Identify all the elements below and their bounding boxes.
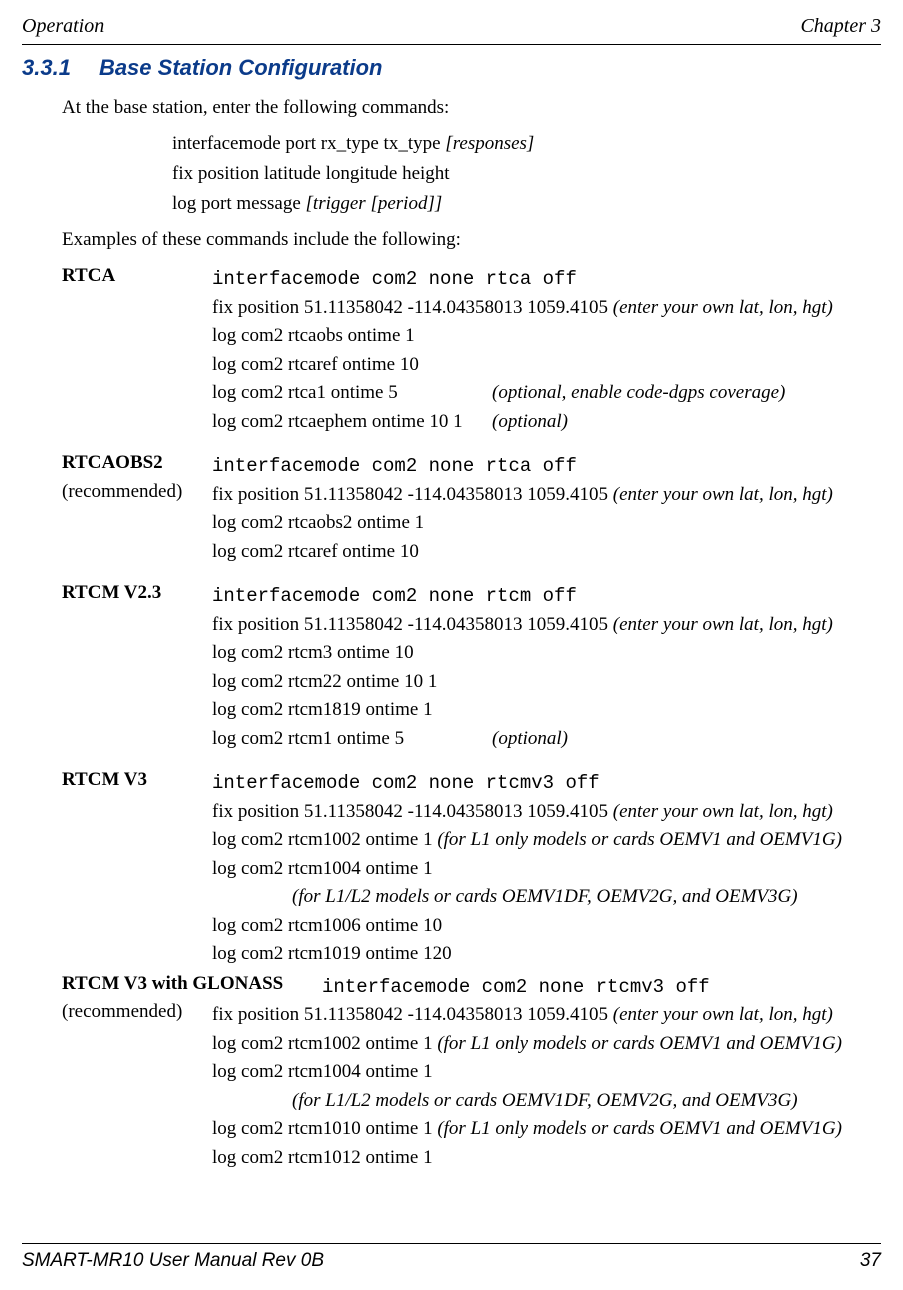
rtcm23-l3: log com2 rtcm1819 ontime 1 (212, 696, 881, 725)
syntax-line-1: interfacemode port rx_type tx_type [resp… (172, 133, 881, 155)
syntax-line-2: fix position latitude longitude height (172, 163, 881, 185)
section-name: Base Station Configuration (99, 55, 383, 80)
rtcm3g-l4: log com2 rtcm1012 ontime 1 (212, 1144, 881, 1173)
rtcm3-block: RTCM V3 interfacemode com2 none rtcmv3 o… (22, 769, 881, 969)
rtcm3-iface: interfacemode com2 none rtcmv3 off (212, 769, 881, 798)
section-number: 3.3.1 (22, 55, 71, 80)
section-title: 3.3.1 Base Station Configuration (22, 55, 881, 81)
footer-left: SMART-MR10 User Manual Rev 0B (22, 1250, 324, 1272)
page-header: Operation Chapter 3 (22, 15, 881, 45)
rtcm23-block: RTCM V2.3 interfacemode com2 none rtcm o… (22, 582, 881, 753)
rtca-iface: interfacemode com2 none rtca off (212, 265, 881, 294)
rtcm3-l2: log com2 rtcm1004 ontime 1 (212, 855, 881, 884)
rtca-l3: log com2 rtca1 ontime 5(optional, enable… (212, 379, 881, 408)
footer-page: 37 (860, 1250, 881, 1272)
rtcaobs2-label: RTCAOBS2 (62, 452, 212, 481)
rtcm3g-l2: log com2 rtcm1004 ontime 1 (212, 1058, 881, 1087)
rtcaobs2-l2: log com2 rtcaref ontime 10 (212, 538, 881, 567)
page-footer: SMART-MR10 User Manual Rev 0B 37 (22, 1243, 881, 1272)
rtcm3g-l1: log com2 rtcm1002 ontime 1 (for L1 only … (212, 1030, 881, 1059)
rtcm3g-sub: (recommended) (62, 1001, 212, 1172)
rtca-l2: log com2 rtcaref ontime 10 (212, 351, 881, 380)
intro-text: At the base station, enter the following… (62, 97, 881, 119)
rtcaobs2-l1: log com2 rtcaobs2 ontime 1 (212, 509, 881, 538)
rtcaobs2-iface: interfacemode com2 none rtca off (212, 452, 881, 481)
rtcm3g-fix: fix position 51.11358042 -114.04358013 1… (212, 1001, 881, 1030)
rtcaobs2-sub: (recommended) (62, 481, 212, 567)
rtcm3g-label: RTCM V3 with GLONASS (62, 973, 322, 1002)
rtcm3-l4: log com2 rtcm1019 ontime 120 (212, 940, 881, 969)
rtcaobs2-fix: fix position 51.11358042 -114.04358013 1… (212, 481, 881, 510)
rtcm3g-block: RTCM V3 with GLONASS interfacemode com2 … (22, 973, 881, 1173)
rtcm3-l2note: (for L1/L2 models or cards OEMV1DF, OEMV… (292, 883, 881, 912)
rtcm3-l3: log com2 rtcm1006 ontime 10 (212, 912, 881, 941)
rtcm23-label: RTCM V2.3 (62, 582, 212, 753)
rtcm23-iface: interfacemode com2 none rtcm off (212, 582, 881, 611)
rtca-l4: log com2 rtcaephem ontime 10 1(optional) (212, 408, 881, 437)
syntax-line-3: log port message [trigger [period]] (172, 193, 881, 215)
rtca-block: RTCA interfacemode com2 none rtca off fi… (22, 265, 881, 436)
header-left: Operation (22, 15, 104, 38)
rtcm3-fix: fix position 51.11358042 -114.04358013 1… (212, 798, 881, 827)
rtcm3g-iface: interfacemode com2 none rtcmv3 off (322, 973, 881, 1002)
rtcm23-l1: log com2 rtcm3 ontime 10 (212, 639, 881, 668)
rtcm3g-l3: log com2 rtcm1010 ontime 1 (for L1 only … (212, 1115, 881, 1144)
rtcaobs2-block: RTCAOBS2 interfacemode com2 none rtca of… (22, 452, 881, 566)
rtcm3-label: RTCM V3 (62, 769, 212, 969)
rtca-l1: log com2 rtcaobs ontime 1 (212, 322, 881, 351)
header-right: Chapter 3 (800, 15, 881, 38)
rtca-label: RTCA (62, 265, 212, 436)
rtcm3g-l2note: (for L1/L2 models or cards OEMV1DF, OEMV… (292, 1087, 881, 1116)
rtcm23-l2: log com2 rtcm22 ontime 10 1 (212, 668, 881, 697)
rtca-fix: fix position 51.11358042 -114.04358013 1… (212, 294, 881, 323)
rtcm23-fix: fix position 51.11358042 -114.04358013 1… (212, 611, 881, 640)
rtcm23-l4: log com2 rtcm1 ontime 5(optional) (212, 725, 881, 754)
examples-intro: Examples of these commands include the f… (62, 229, 881, 251)
rtcm3-l1: log com2 rtcm1002 ontime 1 (for L1 only … (212, 826, 881, 855)
